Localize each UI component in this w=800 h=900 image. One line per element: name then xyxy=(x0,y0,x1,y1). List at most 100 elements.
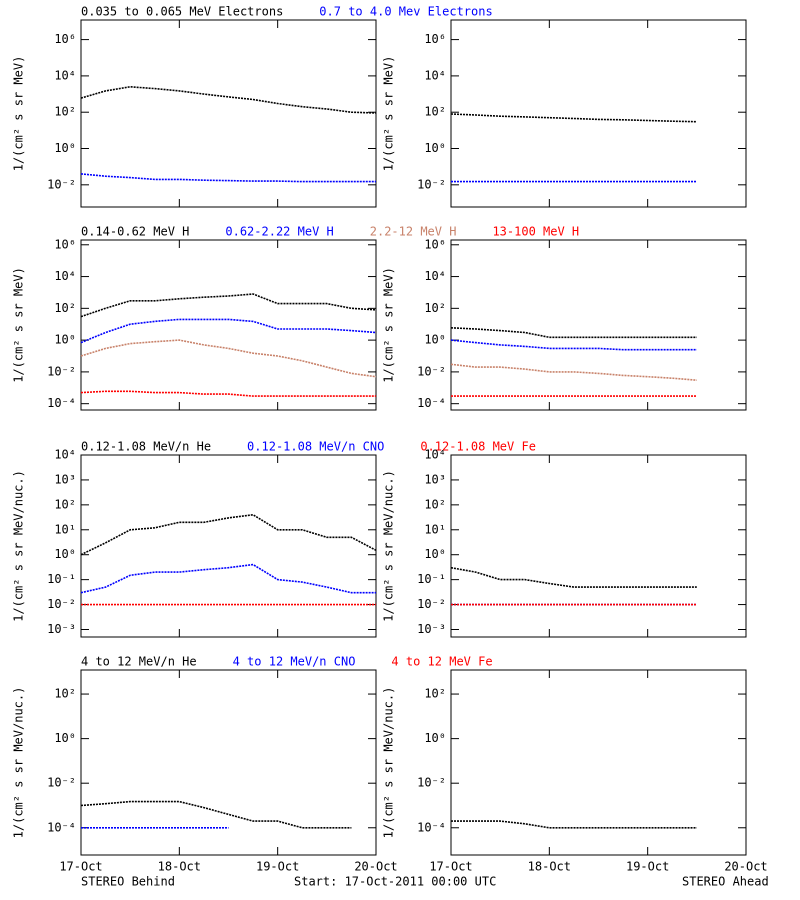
series-line xyxy=(80,339,377,378)
x-tick-label: 17-Oct xyxy=(429,860,472,874)
y-tick-label: 10⁰ xyxy=(54,333,76,347)
y-tick-label: 10² xyxy=(54,301,76,315)
y-tick-label: 10² xyxy=(54,105,76,119)
y-tick-label: 10⁻² xyxy=(417,177,446,191)
y-tick-label: 10² xyxy=(424,301,446,315)
series-line xyxy=(451,820,697,829)
series-line xyxy=(80,85,377,114)
y-tick-label: 10⁻¹ xyxy=(417,572,446,586)
y-tick-label: 10⁶ xyxy=(424,32,446,46)
series-line xyxy=(80,173,376,183)
y-tick-label: 10⁻³ xyxy=(47,622,76,636)
legend-entry: 0.12-1.08 MeV/n He xyxy=(81,440,211,454)
y-tick-label: 10⁻² xyxy=(47,597,76,611)
y-tick-label: 10⁻³ xyxy=(417,622,446,636)
y-tick-label: 10⁴ xyxy=(424,269,446,283)
y-tick-label: 10² xyxy=(54,497,76,511)
y-axis-label: 1/(cm² s sr MeV/nuc.) xyxy=(382,470,396,622)
y-tick-label: 10² xyxy=(424,687,446,701)
plot-frame xyxy=(80,239,377,411)
legend-entry: 4 to 12 MeV Fe xyxy=(391,655,492,669)
y-tick-label: 10⁴ xyxy=(424,448,446,462)
x-tick-label: 17-Oct xyxy=(59,860,102,874)
legend-entry: 4 to 12 MeV/n CNO xyxy=(233,655,356,669)
y-axis-label: 1/(cm² s sr MeV) xyxy=(12,56,26,172)
series-line xyxy=(80,800,352,829)
footer-right: STEREO Ahead xyxy=(682,875,769,889)
series-line xyxy=(451,364,746,380)
plot-frame xyxy=(80,454,377,638)
legend-entry: 0.62-2.22 MeV H xyxy=(225,225,333,239)
series-line xyxy=(451,340,746,350)
legend-entry: 2.2-12 MeV H xyxy=(370,225,457,239)
series-line xyxy=(80,293,377,318)
legend-entry: 0.12-1.08 MeV/n CNO xyxy=(247,440,384,454)
y-axis-label: 1/(cm² s sr MeV) xyxy=(12,267,26,383)
y-tick-label: 10⁴ xyxy=(54,448,76,462)
y-tick-label: 10⁻⁴ xyxy=(417,396,446,410)
plot-frame xyxy=(80,669,377,856)
series-line xyxy=(80,390,376,397)
y-tick-label: 10⁴ xyxy=(424,68,446,82)
legend-entry: 13-100 MeV H xyxy=(492,225,579,239)
y-tick-label: 10³ xyxy=(424,472,446,486)
y-tick-label: 10⁻¹ xyxy=(47,572,76,586)
y-axis-label: 1/(cm² s sr MeV/nuc.) xyxy=(382,687,396,839)
y-tick-label: 10⁴ xyxy=(54,68,76,82)
x-tick-label: 20-Oct xyxy=(354,860,397,874)
y-tick-label: 10² xyxy=(424,497,446,511)
y-tick-label: 10¹ xyxy=(54,522,76,536)
y-tick-label: 10⁻⁴ xyxy=(417,820,446,834)
y-axis-label: 1/(cm² s sr MeV/nuc.) xyxy=(12,687,26,839)
footer-center: Start: 17-Oct-2011 00:00 UTC xyxy=(294,875,496,889)
legend-entry: 0.14-0.62 MeV H xyxy=(81,225,189,239)
y-tick-label: 10⁰ xyxy=(424,547,446,561)
footer-left: STEREO Behind xyxy=(81,875,175,889)
legend-entry: 0.12-1.08 MeV Fe xyxy=(420,440,536,454)
y-axis-label: 1/(cm² s sr MeV/nuc.) xyxy=(12,470,26,622)
y-tick-label: 10⁰ xyxy=(54,731,76,745)
x-tick-label: 19-Oct xyxy=(256,860,299,874)
legend-entry: 4 to 12 MeV/n He xyxy=(81,655,197,669)
y-tick-label: 10⁻² xyxy=(47,177,76,191)
y-tick-label: 10⁻⁴ xyxy=(47,396,76,410)
y-axis-label: 1/(cm² s sr MeV) xyxy=(382,56,396,172)
y-tick-label: 10⁶ xyxy=(424,237,446,251)
x-tick-label: 18-Oct xyxy=(158,860,201,874)
series-line xyxy=(451,114,746,122)
y-tick-label: 10⁻² xyxy=(47,364,76,378)
y-tick-label: 10⁻² xyxy=(417,776,446,790)
x-tick-label: 19-Oct xyxy=(626,860,669,874)
y-tick-label: 10⁰ xyxy=(54,141,76,155)
legend-entry: 0.7 to 4.0 Mev Electrons xyxy=(319,5,492,19)
y-tick-label: 10⁻² xyxy=(417,364,446,378)
y-tick-label: 10¹ xyxy=(424,522,446,536)
x-tick-label: 20-Oct xyxy=(724,860,767,874)
y-tick-label: 10⁶ xyxy=(54,237,76,251)
legend-entry: 0.035 to 0.065 MeV Electrons xyxy=(81,5,283,19)
y-tick-label: 10⁻⁴ xyxy=(47,820,76,834)
y-tick-label: 10⁰ xyxy=(424,731,446,745)
series-line xyxy=(80,513,377,556)
series-line xyxy=(451,568,746,587)
plot-frame xyxy=(450,239,747,411)
y-tick-label: 10⁻² xyxy=(417,597,446,611)
plot-frame xyxy=(450,669,747,856)
y-tick-label: 10⁻² xyxy=(47,776,76,790)
y-tick-label: 10⁰ xyxy=(54,547,76,561)
y-tick-label: 10⁴ xyxy=(54,269,76,283)
y-tick-label: 10² xyxy=(424,105,446,119)
plot-frame xyxy=(450,454,747,638)
y-axis-label: 1/(cm² s sr MeV) xyxy=(382,267,396,383)
plot-frame xyxy=(450,19,747,208)
y-tick-label: 10⁶ xyxy=(54,32,76,46)
plot-frame xyxy=(80,19,377,208)
x-tick-label: 18-Oct xyxy=(528,860,571,874)
y-tick-label: 10⁰ xyxy=(424,333,446,347)
y-tick-label: 10² xyxy=(54,687,76,701)
y-tick-label: 10³ xyxy=(54,472,76,486)
series-line xyxy=(80,563,376,594)
series-line xyxy=(451,328,746,338)
series-line xyxy=(80,318,377,344)
